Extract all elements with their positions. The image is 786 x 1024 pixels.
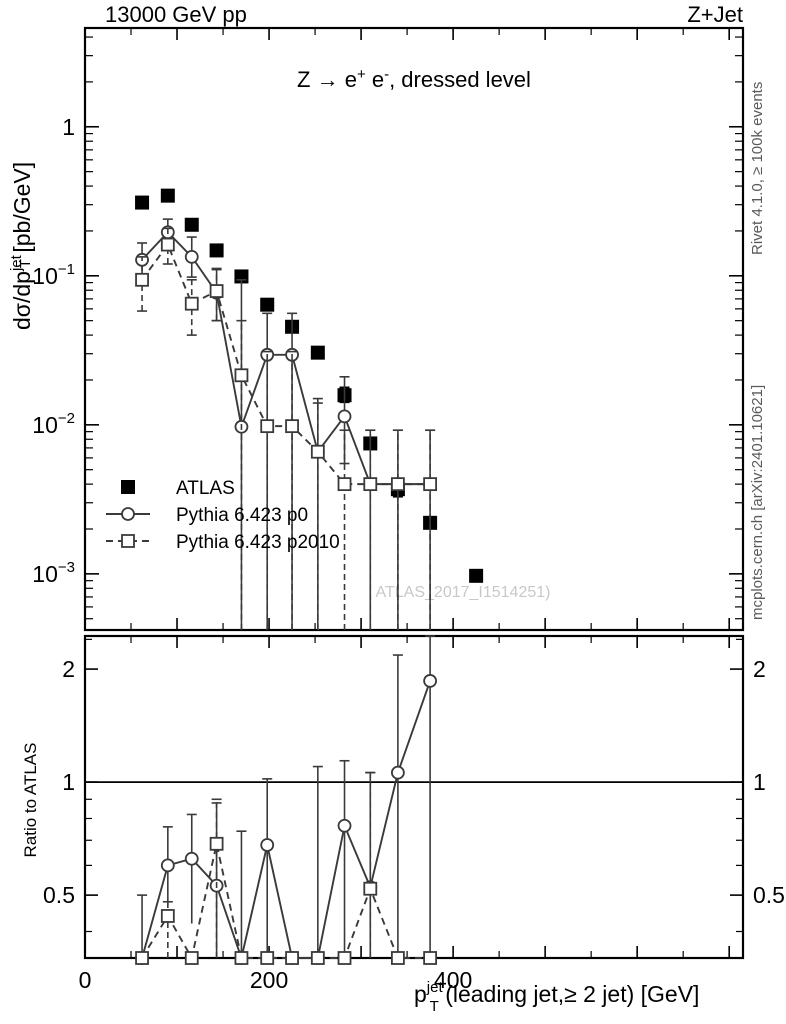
y-tick-label: 10−1 xyxy=(32,261,75,289)
ratio-data-point xyxy=(160,858,175,873)
data-point xyxy=(135,195,150,210)
svg-text:pjetT (leading jet,≥ 2 jet) [G: pjet T (leading jet,≥ 2 jet) [GeV] xyxy=(414,979,699,1015)
ratio-data-point xyxy=(390,951,405,965)
x-tick-label: 400 xyxy=(434,967,472,993)
data-point xyxy=(135,272,149,287)
x-tick-label: 0 xyxy=(79,967,92,993)
y-tick-label-ratio-right: 2 xyxy=(753,656,766,682)
data-point xyxy=(260,419,275,434)
ratio-data-point xyxy=(160,909,175,923)
series-0 xyxy=(135,188,484,583)
ratio-data-point xyxy=(234,951,249,965)
data-point xyxy=(160,237,175,252)
data-point xyxy=(390,477,405,492)
data-point xyxy=(310,444,325,459)
legend-item-2: Pythia 6.423 p2010 xyxy=(106,532,340,553)
data-point xyxy=(337,477,352,492)
y-tick-label-ratio-right: 1 xyxy=(753,769,766,795)
main-plot-frame xyxy=(83,26,745,632)
ratio-plot-frame xyxy=(83,634,745,960)
ratio-panel: 0 200 400 2 2 1 1 0.5 0.5 xyxy=(43,634,785,993)
data-point xyxy=(337,409,352,424)
data-point xyxy=(260,297,275,312)
ratio-data-point xyxy=(260,951,275,965)
x-axis-title: pjet T (leading jet,≥ 2 jet) [GeV] xyxy=(414,979,699,1015)
main-panel: 1 10−1 10−2 10−3 xyxy=(32,26,745,632)
legend-label: Pythia 6.423 p0 xyxy=(176,505,308,526)
ratio-data-point xyxy=(310,951,325,965)
plot-annotation: Z → e+ e-, dressed level xyxy=(297,66,531,92)
data-point xyxy=(234,368,249,383)
y-tick-label-ratio: 0.5 xyxy=(43,882,75,908)
ratio-series-1 xyxy=(135,771,438,965)
ratio-series-line xyxy=(141,843,431,961)
ratio-data-point xyxy=(184,951,199,965)
y-tick-label: 1 xyxy=(62,114,75,140)
ratio-data-point xyxy=(363,881,378,896)
y-tick-label-ratio: 2 xyxy=(62,656,75,682)
ratio-data-point xyxy=(184,851,199,866)
y-axis-title-main: dσ/dpjetT [pb/GeV] xyxy=(8,162,35,330)
data-point xyxy=(184,249,199,264)
legend-item-0: ATLAS xyxy=(121,478,235,499)
header-right: Z+Jet xyxy=(687,2,743,27)
header-left: 13000 GeV pp xyxy=(105,2,247,27)
side-label-rivet: Rivet 4.1.0, ≥ 100k events xyxy=(749,82,766,255)
watermark-analysis-id: ATLAS_2017_I1514251) xyxy=(376,584,551,601)
data-point xyxy=(469,568,484,583)
ratio-data-point xyxy=(337,818,352,833)
ratio-data-point xyxy=(285,951,299,965)
data-point xyxy=(209,243,224,258)
data-point xyxy=(285,419,299,434)
y-tick-label: 10−3 xyxy=(32,559,75,587)
ratio-data-point xyxy=(209,836,224,851)
legend-label: ATLAS xyxy=(176,478,235,499)
series-2 xyxy=(135,227,438,630)
ratio-data-point xyxy=(337,951,352,965)
ratio-data-point xyxy=(135,951,149,965)
ratio-data-point xyxy=(390,765,405,780)
series-line xyxy=(141,242,431,486)
side-label-mcplots: mcplots.cern.ch [arXiv:2401.10621] xyxy=(749,385,766,620)
ratio-data-point xyxy=(423,674,438,688)
legend: ATLAS Pythia 6.423 p0 Pythia 6.423 p2010 xyxy=(106,478,340,553)
data-point xyxy=(160,188,175,203)
legend-item-1: Pythia 6.423 p0 xyxy=(106,505,308,526)
legend-marker xyxy=(121,480,135,494)
legend-marker xyxy=(121,507,135,521)
ratio-data-point xyxy=(423,951,438,965)
data-point xyxy=(423,477,438,492)
ratio-series-line xyxy=(141,680,432,962)
legend-marker xyxy=(121,534,135,548)
y-tick-label-ratio: 1 xyxy=(62,769,75,795)
y-tick-label-ratio-right: 0.5 xyxy=(753,882,785,908)
legend-label: Pythia 6.423 p2010 xyxy=(176,532,340,553)
ratio-series-0 xyxy=(135,635,438,965)
y-axis-title-ratio: Ratio to ATLAS xyxy=(21,743,40,858)
data-point xyxy=(363,477,378,492)
x-tick-label: 200 xyxy=(250,967,288,993)
data-point xyxy=(184,296,199,311)
data-point xyxy=(209,284,224,298)
svg-text:dσ/dpjetT [pb/GeV]: dσ/dpjetT [pb/GeV] xyxy=(8,162,35,330)
y-tick-label: 10−2 xyxy=(32,410,75,438)
data-point xyxy=(310,345,325,360)
ratio-data-point xyxy=(260,838,275,852)
data-point xyxy=(184,217,199,232)
